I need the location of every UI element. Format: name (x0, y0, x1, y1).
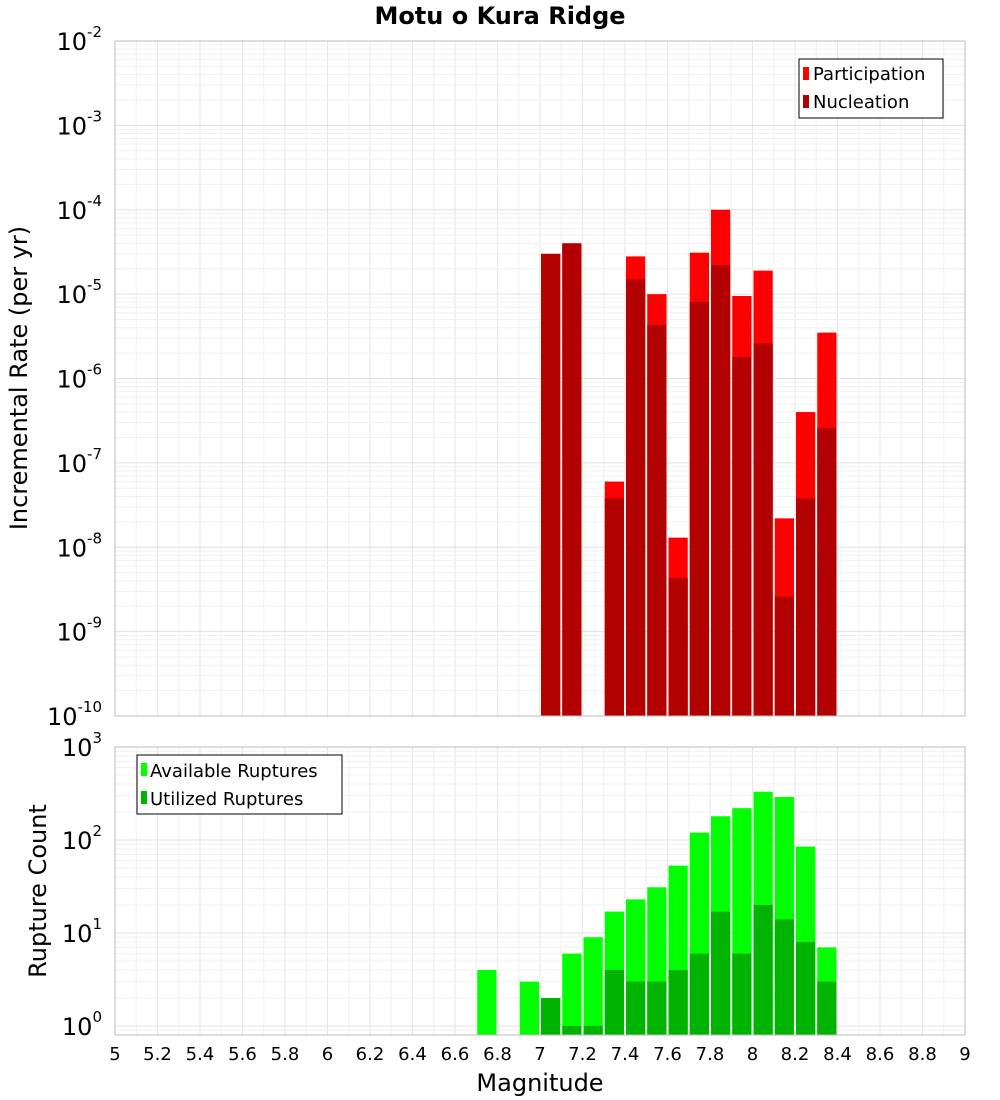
nucleation-bar (604, 498, 624, 716)
nucleation-bar (562, 243, 582, 717)
participation-legend-swatch (803, 67, 809, 80)
x-tick-label: 6.6 (441, 1044, 470, 1065)
utilized-ruptures-bar (753, 904, 773, 1035)
x-axis-label: Magnitude (476, 1069, 603, 1097)
x-tick-label: 7 (534, 1044, 545, 1065)
utilized-ruptures-bar (583, 1025, 603, 1035)
x-tick-label: 7.2 (568, 1044, 597, 1065)
chart-title: Motu o Kura Ridge (374, 2, 625, 30)
x-tick-label: 8.6 (866, 1044, 895, 1065)
available-legend-label: Available Ruptures (150, 761, 318, 782)
rate-panel: 10-2 10-3 10-4 10-5 10-6 10-7 10-8 10-9 10-10 In… (5, 23, 966, 731)
x-tick-label: 9 (959, 1044, 970, 1065)
x-tick-label: 5.2 (143, 1044, 172, 1065)
x-tick-label: 8.4 (823, 1044, 852, 1065)
nucleation-bar (732, 356, 752, 716)
magnitude-x-ticks: 5 5.2 5.4 5.6 5.8 6 6.2 6.4 6.6 6.8 7 7.2 7.4 7.6 7.8 8… (109, 1044, 970, 1065)
participation-legend-label: Participation (813, 64, 925, 85)
y-tick-label: 100 (62, 1008, 102, 1041)
nucleation-legend-swatch (803, 95, 809, 108)
utilized-ruptures-bar (711, 911, 731, 1035)
x-tick-label: 8.8 (908, 1044, 937, 1065)
rate-panel-bars (541, 209, 837, 717)
nucleation-bar (774, 596, 794, 716)
nucleation-bar (689, 301, 709, 716)
y-tick-label: 10-10 (47, 698, 102, 731)
nucleation-bar (817, 427, 837, 716)
utilized-ruptures-bar (817, 981, 837, 1035)
y-tick-label: 10-3 (56, 107, 102, 140)
rate-panel-y-ticks: 10-2 10-3 10-4 10-5 10-6 10-7 10-8 10-9 10-10 (47, 23, 102, 731)
nucleation-bar (796, 498, 816, 716)
x-tick-label: 6.4 (398, 1044, 427, 1065)
utilized-ruptures-bar (647, 981, 667, 1035)
nucleation-legend-label: Nucleation (813, 92, 909, 113)
y-tick-label: 10-8 (56, 529, 102, 562)
rate-legend-box (798, 58, 944, 119)
x-tick-label: 7.6 (653, 1044, 682, 1065)
nucleation-bar (753, 343, 773, 716)
x-tick-label: 7.4 (611, 1044, 640, 1065)
y-tick-label: 10-2 (56, 23, 102, 56)
utilized-ruptures-bar (796, 942, 816, 1035)
nucleation-bar (711, 265, 731, 716)
available-ruptures-bar (562, 953, 582, 1035)
y-tick-label: 10-9 (56, 614, 102, 647)
y-tick-label: 10-6 (56, 361, 102, 394)
nucleation-bar (541, 253, 561, 716)
utilized-ruptures-bar (541, 997, 561, 1035)
count-legend: Available Ruptures Utilized Ruptures (136, 754, 343, 815)
utilized-ruptures-bar (626, 981, 646, 1035)
x-tick-label: 5 (109, 1044, 120, 1065)
y-tick-label: 103 (62, 729, 102, 762)
x-tick-label: 8 (747, 1044, 758, 1065)
available-ruptures-bar (477, 969, 497, 1035)
utilized-ruptures-bar (732, 953, 752, 1035)
rate-panel-grid (114, 40, 966, 717)
utilized-legend-swatch (141, 791, 147, 804)
y-tick-label: 101 (62, 915, 102, 948)
x-tick-label: 8.2 (781, 1044, 810, 1065)
rate-panel-frame (114, 40, 966, 717)
x-tick-label: 6.8 (483, 1044, 512, 1065)
y-tick-label: 102 (62, 822, 102, 855)
count-legend-box (136, 754, 343, 815)
x-tick-label: 6.2 (356, 1044, 385, 1065)
x-tick-label: 5.4 (186, 1044, 215, 1065)
available-legend-swatch (141, 763, 147, 776)
nucleation-bar (647, 325, 667, 716)
count-panel: 103 102 101 100 5 5.2 5.4 5.6 5.8 6 6.2 6.4 6.6 6.8 7… (24, 729, 971, 1097)
count-panel-frame (114, 746, 966, 1036)
rate-y-axis-label: Incremental Rate (per yr) (5, 226, 33, 530)
utilized-ruptures-bar (689, 953, 709, 1035)
y-tick-label: 10-4 (56, 192, 102, 225)
utilized-ruptures-bar (668, 969, 688, 1035)
count-panel-bars (477, 791, 837, 1035)
x-tick-label: 5.6 (228, 1044, 257, 1065)
x-tick-label: 5.8 (271, 1044, 300, 1065)
nucleation-bar (626, 279, 646, 716)
y-tick-label: 10-7 (56, 445, 102, 478)
count-y-axis-label: Rupture Count (24, 804, 52, 978)
utilized-ruptures-bar (562, 1025, 582, 1035)
x-tick-label: 6 (322, 1044, 333, 1065)
nucleation-bar (668, 578, 688, 716)
utilized-legend-label: Utilized Ruptures (150, 789, 303, 810)
utilized-ruptures-bar (604, 969, 624, 1035)
count-panel-y-ticks: 103 102 101 100 (62, 729, 102, 1041)
available-ruptures-bar (583, 937, 603, 1035)
rate-legend: Participation Nucleation (798, 58, 944, 119)
utilized-ruptures-bar (774, 919, 794, 1035)
available-ruptures-bar (519, 981, 539, 1035)
x-tick-label: 7.8 (696, 1044, 725, 1065)
y-tick-label: 10-5 (56, 276, 102, 309)
